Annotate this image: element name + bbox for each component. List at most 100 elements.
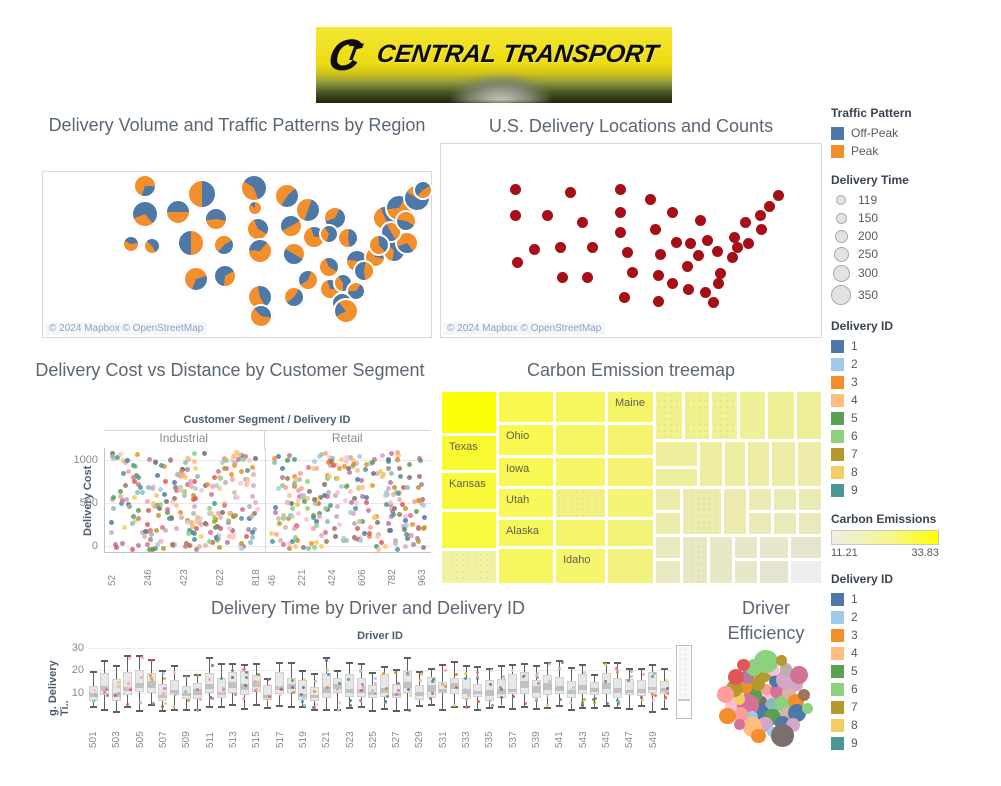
scatter-point[interactable] — [335, 504, 341, 510]
scatter-point[interactable] — [173, 525, 179, 531]
delivery-location-dot[interactable] — [666, 277, 678, 289]
scatter-point[interactable] — [371, 457, 377, 462]
delivery-location-dot[interactable] — [699, 286, 711, 298]
delivery-location-dot[interactable] — [649, 223, 661, 235]
scatter-point[interactable] — [343, 498, 349, 504]
treemap-cell[interactable] — [723, 488, 747, 535]
scatter-point[interactable] — [278, 537, 284, 543]
treemap-cell[interactable] — [441, 511, 497, 549]
box-whisker-mark[interactable] — [519, 645, 529, 718]
scatter-point[interactable] — [277, 520, 283, 526]
scatter-point[interactable] — [380, 471, 386, 477]
delivery-location-dot[interactable] — [694, 214, 706, 226]
traffic-pie-mark[interactable] — [353, 260, 375, 282]
delivery-location-dot[interactable] — [614, 226, 626, 238]
scatter-point[interactable] — [374, 470, 380, 476]
scatter-point[interactable] — [136, 516, 142, 522]
facet-label-industrial[interactable]: Industrial — [104, 431, 265, 449]
scatter-point[interactable] — [147, 456, 153, 462]
scatter-point[interactable] — [189, 483, 195, 489]
scatter-point[interactable] — [169, 499, 175, 505]
scatter-point[interactable] — [370, 471, 376, 477]
scatter-point[interactable] — [251, 482, 257, 488]
scatter-point[interactable] — [291, 473, 297, 479]
treemap-plot-area[interactable]: Texas Kansas Ohio Iowa Utah Alaska Idaho Maine — [440, 390, 822, 585]
box-whisker-mark[interactable] — [123, 645, 133, 718]
scatter-point[interactable] — [227, 525, 233, 531]
treemap-cell[interactable] — [441, 391, 497, 434]
scatter-point[interactable] — [348, 488, 354, 494]
scatter-point[interactable] — [288, 501, 294, 507]
scatter-point[interactable] — [291, 456, 297, 462]
scatter-point[interactable] — [298, 485, 304, 491]
delivery-location-dot[interactable] — [511, 256, 523, 268]
scatter-point[interactable] — [411, 498, 417, 504]
scatter-point[interactable] — [367, 524, 373, 530]
scatter-point[interactable] — [352, 521, 358, 527]
scatter-point[interactable] — [255, 506, 261, 512]
scatter-point[interactable] — [323, 530, 329, 535]
scatter-point[interactable] — [172, 495, 178, 501]
box-whisker-mark[interactable] — [228, 645, 238, 718]
box-whisker-mark[interactable] — [263, 645, 273, 718]
legend-size-item-200[interactable]: 200 — [831, 227, 999, 245]
scatter-point[interactable] — [401, 484, 407, 490]
scatter-point[interactable] — [190, 492, 196, 498]
scatter-point[interactable] — [357, 453, 363, 459]
scatter-point[interactable] — [221, 456, 227, 462]
scatter-point[interactable] — [403, 514, 409, 520]
scatter-point[interactable] — [404, 536, 410, 542]
scatter-point[interactable] — [366, 534, 372, 540]
box-whisker-mark[interactable] — [414, 645, 424, 718]
scatter-point[interactable] — [153, 460, 159, 466]
scatter-point[interactable] — [402, 505, 408, 511]
legend-item-id-8[interactable]: 8 — [831, 463, 999, 481]
scatter-point[interactable] — [420, 503, 426, 509]
treemap-cell[interactable] — [655, 441, 698, 467]
driver-bubble-mark[interactable] — [761, 684, 773, 695]
scatter-point[interactable] — [154, 492, 160, 498]
scatter-point[interactable] — [228, 471, 234, 477]
scatter-point[interactable] — [121, 471, 127, 477]
box-whisker-mark[interactable] — [496, 645, 506, 718]
driver-bubble-mark[interactable] — [751, 728, 766, 743]
map-attribution[interactable]: © 2024 Mapbox © OpenStreetMap — [45, 322, 208, 335]
scatter-point[interactable] — [396, 453, 402, 459]
scatter-point[interactable] — [418, 481, 424, 487]
scatter-point[interactable] — [189, 520, 195, 526]
driver-bubble-mark[interactable] — [775, 654, 787, 666]
scatter-point[interactable] — [272, 505, 278, 511]
scatter-point[interactable] — [163, 498, 169, 504]
scatter-point[interactable] — [231, 489, 237, 495]
scatter-point[interactable] — [193, 486, 199, 492]
box-whisker-mark[interactable] — [240, 645, 250, 718]
scatter-point[interactable] — [144, 541, 150, 547]
scatter-point[interactable] — [388, 514, 394, 520]
scatter-point[interactable] — [164, 507, 170, 513]
scatter-point[interactable] — [314, 497, 320, 503]
scatter-point[interactable] — [230, 476, 236, 482]
scatter-point[interactable] — [126, 503, 132, 509]
driver-bubble-mark[interactable] — [719, 708, 736, 725]
scatter-point[interactable] — [131, 514, 137, 520]
scatter-point[interactable] — [129, 547, 135, 553]
scatter-point[interactable] — [233, 513, 239, 519]
legend-item-id2-8[interactable]: 8 — [831, 716, 999, 734]
legend-item-id2-3[interactable]: 3 — [831, 626, 999, 644]
box-whisker-mark[interactable] — [111, 645, 121, 718]
traffic-pie-mark[interactable] — [295, 197, 321, 223]
scatter-point[interactable] — [232, 459, 238, 465]
traffic-pie-mark[interactable] — [131, 200, 159, 228]
scatter-point[interactable] — [332, 492, 338, 498]
scatter-point[interactable] — [321, 493, 327, 499]
scatter-point[interactable] — [398, 473, 404, 479]
delivery-location-dot[interactable] — [682, 283, 694, 295]
scatter-point[interactable] — [156, 506, 162, 512]
scatter-point[interactable] — [234, 495, 240, 501]
treemap-cell[interactable] — [682, 488, 722, 535]
traffic-pie-mark[interactable] — [333, 298, 359, 324]
scatter-point[interactable] — [110, 495, 116, 501]
scatter-point[interactable] — [191, 536, 197, 542]
delivery-location-dot[interactable] — [621, 246, 633, 258]
scatter-point[interactable] — [416, 524, 422, 530]
